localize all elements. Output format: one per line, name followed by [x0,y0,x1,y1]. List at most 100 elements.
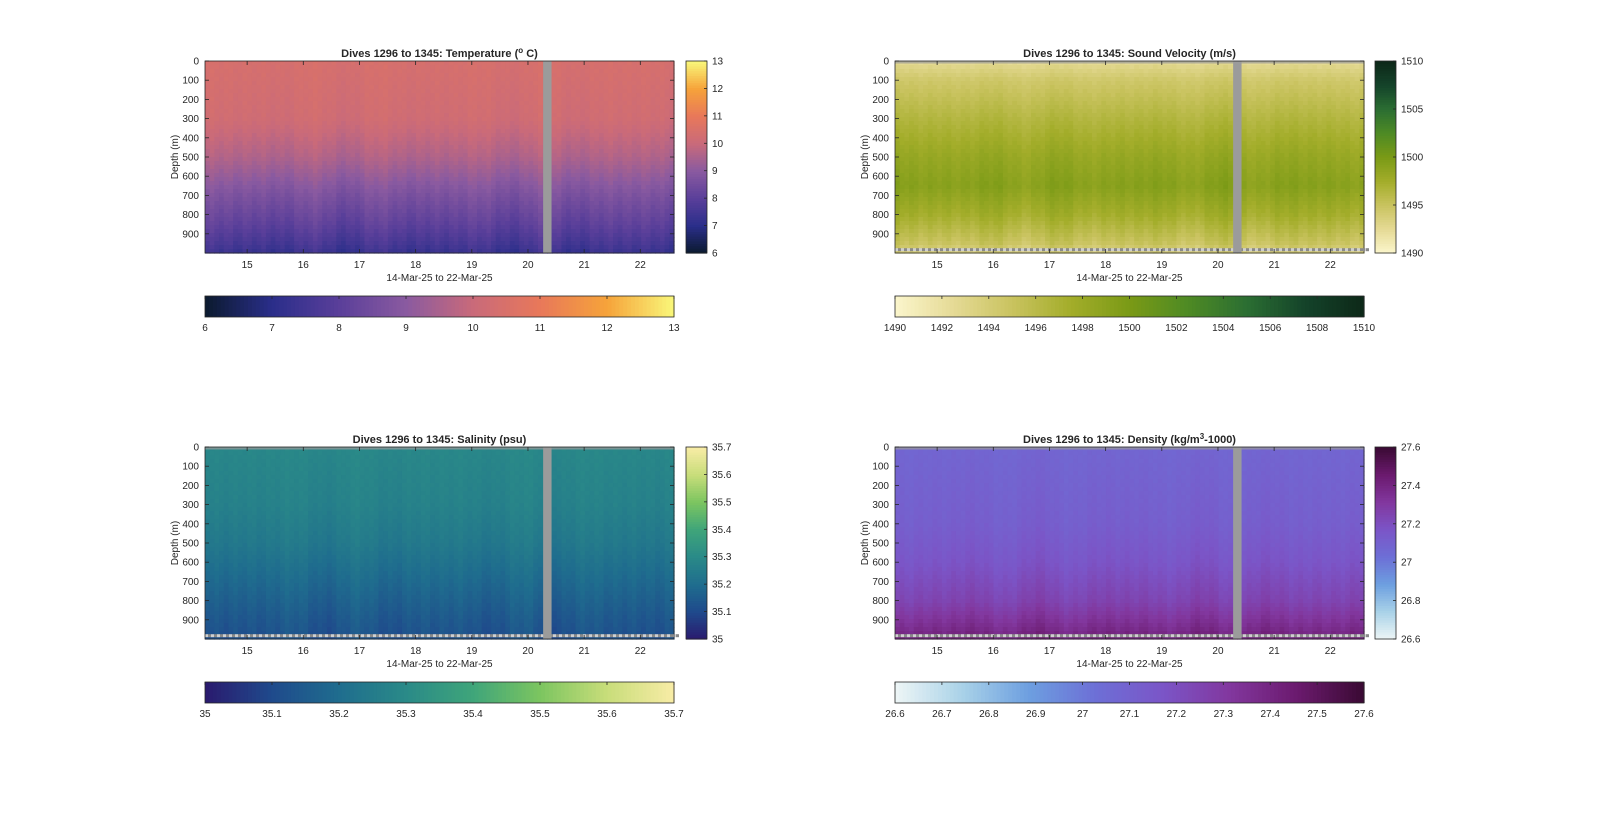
heatmap-cell [557,245,562,250]
heatmap-cell [552,185,557,190]
heatmap-cell [636,233,641,238]
heatmap-cell [233,61,238,66]
heatmap-cell [271,149,276,154]
heatmap-cell [557,129,562,134]
heatmap-cell [524,113,529,118]
heatmap-cell [444,133,449,138]
heatmap-cell [425,169,430,174]
heatmap-cell [500,241,505,246]
heatmap-cell [557,149,562,154]
heatmap-cell [308,105,313,110]
heatmap-cell [407,245,412,250]
heatmap-cell [280,129,285,134]
heatmap-cell [566,149,571,154]
heatmap-cell [233,133,238,138]
heatmap-cell [463,197,468,202]
heatmap-cell [594,217,599,222]
heatmap-cell [482,85,487,90]
heatmap-cell [303,189,308,194]
heatmap-cell [594,117,599,122]
heatmap-cell [524,161,529,166]
heatmap-cell [397,197,402,202]
heatmap-cell [472,225,477,230]
heatmap-cell [318,105,323,110]
heatmap-cell [477,97,482,102]
heatmap-cell [585,189,590,194]
heatmap-cell [665,125,670,130]
heatmap-cell [421,169,426,174]
heatmap-cell [599,221,604,226]
heatmap-cell [552,129,557,134]
heatmap-cell [651,185,656,190]
heatmap-cell [486,149,491,154]
heatmap-cell [622,133,627,138]
heatmap-cell [247,109,252,114]
heatmap-cell [369,137,374,142]
heatmap-cell [576,125,581,130]
heatmap-cell [425,85,430,90]
heatmap-cell [383,117,388,122]
heatmap-cell [636,61,641,66]
heatmap-cell [303,97,308,102]
heatmap-cell [585,165,590,170]
heatmap-cell [576,133,581,138]
heatmap-cell [524,101,529,106]
heatmap-cell [477,105,482,110]
heatmap-cell [224,77,229,82]
heatmap-cell [594,137,599,142]
heatmap-cell [271,245,276,250]
heatmap-cell [238,69,243,74]
heatmap-cell [571,129,576,134]
heatmap-cell [618,113,623,118]
heatmap-cell [397,229,402,234]
heatmap-cell [205,157,210,162]
heatmap-cell [374,185,379,190]
heatmap-cell [458,173,463,178]
heatmap-cell [266,185,271,190]
heatmap-cell [519,125,524,130]
heatmap-cell [566,77,571,82]
heatmap-cell [341,245,346,250]
heatmap-cell [622,205,627,210]
heatmap-cell [435,157,440,162]
heatmap-cell [271,133,276,138]
heatmap-cell [327,181,332,186]
heatmap-cell [233,185,238,190]
heatmap-cell [233,169,238,174]
heatmap-cell [576,105,581,110]
heatmap-cell [341,209,346,214]
heatmap-cell [500,141,505,146]
heatmap-cell [224,229,229,234]
heatmap-cell [247,237,252,242]
heatmap-cell [252,193,257,198]
heatmap-cell [210,149,215,154]
heatmap-cell [421,233,426,238]
heatmap-cell [364,69,369,74]
heatmap-cell [355,149,360,154]
heatmap-cell [519,217,524,222]
heatmap-cell [421,153,426,158]
heatmap-cell [665,129,670,134]
heatmap-cell [641,217,646,222]
heatmap-cell [529,81,534,86]
heatmap-cell [533,65,538,70]
heatmap-cell [374,129,379,134]
heatmap-cell [557,173,562,178]
heatmap-cell [332,89,337,94]
heatmap-cell [411,137,416,142]
heatmap-cell [303,225,308,230]
side-colorbar: 678910111213 [686,57,724,260]
heatmap-cell [322,69,327,74]
heatmap-cell [238,61,243,66]
heatmap-cell [552,233,557,238]
heatmap-cell [350,177,355,182]
heatmap-cell [407,61,412,66]
heatmap-cell [599,197,604,202]
heatmap-cell [397,149,402,154]
heatmap-cell [214,141,219,146]
heatmap-cell [627,221,632,226]
heatmap-cell [636,149,641,154]
heatmap-cell [533,85,538,90]
heatmap-cell [604,141,609,146]
colorbar-segment [326,296,331,317]
